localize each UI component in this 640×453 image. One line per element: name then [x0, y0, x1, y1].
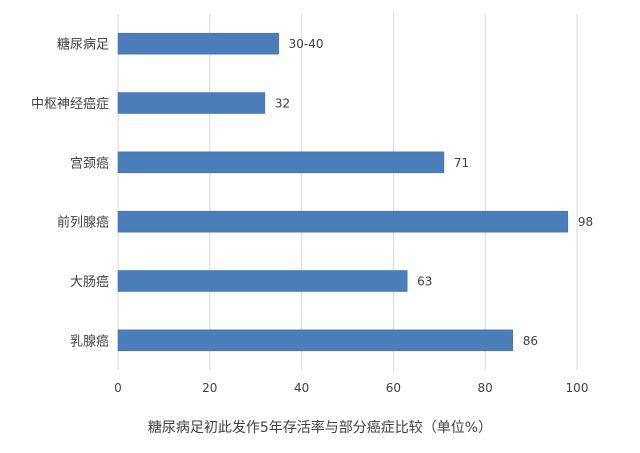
x-tick-label: 100	[566, 381, 589, 395]
category-label: 糖尿病足	[57, 37, 109, 53]
data-label: 98	[578, 215, 593, 229]
data-label: 32	[275, 97, 290, 111]
bar	[117, 270, 408, 292]
category-label: 乳腺癌	[70, 333, 109, 349]
grid-lines	[117, 14, 578, 370]
category-label: 宫颈癌	[70, 155, 109, 171]
x-tick-label: 20	[202, 381, 217, 395]
bar-series	[117, 32, 569, 352]
category-label: 前列腺癌	[57, 215, 109, 231]
category-label: 大肠癌	[70, 274, 109, 290]
data-label: 63	[417, 275, 432, 289]
bar	[117, 151, 445, 174]
data-label: 30-40	[289, 37, 324, 51]
x-tick-label: 0	[114, 381, 122, 395]
data-labels: 30-40 32 71 98 63 86	[275, 37, 593, 348]
bar	[117, 210, 569, 233]
bar	[117, 92, 266, 114]
bar	[117, 329, 513, 352]
data-label: 71	[454, 156, 469, 170]
x-tick-label: 80	[478, 381, 493, 395]
category-label: 中枢神经癌症	[31, 96, 109, 112]
bar	[117, 32, 279, 55]
data-label: 86	[523, 334, 538, 348]
x-tick-label: 60	[386, 381, 401, 395]
x-tick-label: 40	[294, 381, 309, 395]
x-axis-tick-labels: 0 20 40 60 80 100	[114, 381, 588, 395]
chart-title: 糖尿病足初此发作5年存活率与部分癌症比较（单位%）	[148, 419, 492, 436]
